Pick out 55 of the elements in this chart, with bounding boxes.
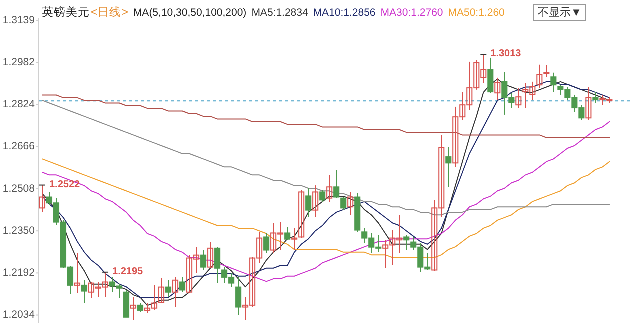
candlestick bbox=[74, 252, 81, 294]
candlestick bbox=[130, 296, 137, 321]
annotation: MA(5,10,30,50,100,200) bbox=[133, 6, 247, 19]
y-tick-label: 1.2192 bbox=[2, 266, 36, 279]
annotation: 1.2195 bbox=[112, 266, 144, 278]
y-tick-label: 1.2666 bbox=[2, 140, 36, 153]
chart-title: 英镑美元 bbox=[42, 5, 90, 20]
chart-subtitle: <日线> bbox=[91, 6, 129, 20]
y-tick-label: 1.3139 bbox=[2, 14, 36, 27]
y-tick-label: 1.2824 bbox=[2, 98, 36, 111]
candlestick bbox=[340, 196, 347, 211]
candlestick bbox=[236, 276, 242, 316]
candlestick bbox=[488, 57, 494, 94]
candlestick bbox=[292, 228, 298, 251]
y-tick-label: 1.2034 bbox=[2, 309, 36, 322]
line-series bbox=[42, 100, 610, 216]
line-series bbox=[42, 121, 610, 282]
annotation: 1.2522 bbox=[50, 179, 81, 190]
y-tick-label: 1.2350 bbox=[2, 224, 36, 237]
candlestick bbox=[158, 278, 165, 304]
candlestick bbox=[550, 72, 557, 93]
candlestick bbox=[284, 226, 291, 241]
text: MA30:1.2760 bbox=[380, 6, 444, 19]
candlestick bbox=[208, 242, 214, 269]
candlestick bbox=[264, 232, 270, 254]
candlestick bbox=[200, 250, 207, 271]
candlestick bbox=[180, 276, 186, 293]
candlestick bbox=[446, 146, 452, 188]
candlestick bbox=[494, 77, 501, 101]
candlestick bbox=[334, 170, 340, 199]
annotation: 不显示▼ bbox=[538, 6, 582, 19]
candlestick bbox=[166, 280, 172, 298]
candlestick bbox=[404, 234, 410, 251]
text: MA5:1.2834 bbox=[252, 6, 308, 19]
candlestick bbox=[592, 92, 599, 104]
candlestick bbox=[516, 88, 522, 109]
candlestick bbox=[172, 276, 179, 308]
candlestick bbox=[138, 302, 144, 313]
y-tick-label: 1.2508 bbox=[2, 182, 36, 195]
candlestick bbox=[544, 64, 550, 78]
candlestick bbox=[320, 190, 326, 203]
text: MA50:1.260 bbox=[448, 6, 506, 19]
candlestick bbox=[348, 192, 354, 216]
candlestick bbox=[214, 246, 221, 284]
candlestick bbox=[81, 280, 88, 304]
candlestick bbox=[536, 64, 543, 89]
candlestick bbox=[586, 86, 592, 121]
candlestick bbox=[298, 190, 305, 239]
candlestick bbox=[312, 185, 319, 218]
y-tick-label: 1.2982 bbox=[2, 56, 36, 69]
annotation: 1.3013 bbox=[490, 48, 522, 60]
line-series bbox=[42, 94, 610, 138]
candlestick bbox=[326, 174, 333, 203]
candlestick bbox=[306, 188, 312, 218]
text: MA10:1.2856 bbox=[313, 6, 376, 19]
